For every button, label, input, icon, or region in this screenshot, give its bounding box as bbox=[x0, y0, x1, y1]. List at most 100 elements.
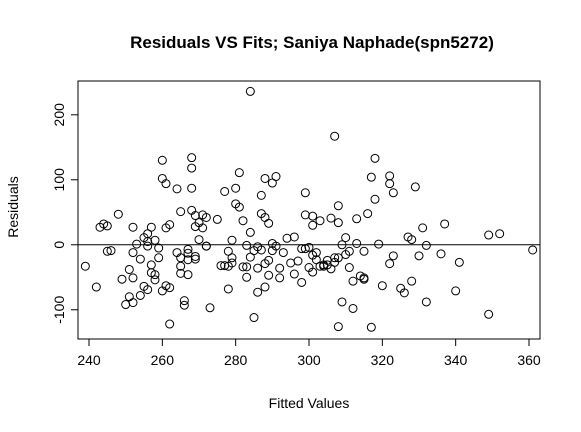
data-point bbox=[264, 270, 274, 280]
data-point bbox=[176, 268, 186, 278]
x-tick-label: 240 bbox=[77, 352, 101, 368]
data-point bbox=[330, 253, 340, 263]
x-tick-label: 360 bbox=[517, 352, 541, 368]
x-axis: 240 260 280 300 320 340 360 bbox=[77, 338, 541, 368]
y-axis: -100 0 100 200 bbox=[51, 103, 79, 324]
data-point bbox=[293, 256, 303, 266]
data-point bbox=[374, 239, 384, 249]
data-point bbox=[198, 223, 208, 233]
data-point bbox=[333, 218, 343, 228]
y-tick-label: 100 bbox=[51, 168, 67, 192]
data-point bbox=[333, 253, 343, 263]
data-point bbox=[348, 303, 358, 313]
data-point bbox=[385, 179, 395, 189]
x-tick-label: 300 bbox=[297, 352, 321, 368]
data-point bbox=[289, 232, 299, 242]
x-ticks: 240 260 280 300 320 340 360 bbox=[77, 339, 541, 368]
data-point bbox=[352, 214, 362, 224]
data-point bbox=[399, 288, 409, 298]
data-point bbox=[234, 202, 244, 212]
data-point bbox=[146, 260, 156, 270]
data-point bbox=[113, 209, 123, 219]
data-point bbox=[256, 245, 266, 255]
data-point bbox=[333, 201, 343, 211]
data-point bbox=[238, 216, 248, 226]
data-point bbox=[304, 242, 314, 252]
data-point bbox=[154, 243, 164, 253]
x-tick-label: 320 bbox=[371, 352, 395, 368]
data-point bbox=[190, 211, 200, 221]
data-point bbox=[385, 171, 395, 181]
plot-area bbox=[77, 80, 541, 340]
data-point bbox=[194, 235, 204, 245]
data-point bbox=[308, 267, 318, 277]
data-point bbox=[278, 248, 288, 258]
data-point bbox=[275, 273, 285, 283]
data-point bbox=[124, 292, 134, 302]
data-point bbox=[337, 240, 347, 250]
data-point bbox=[106, 246, 116, 256]
data-point bbox=[128, 248, 138, 258]
data-point bbox=[172, 184, 182, 194]
data-point bbox=[308, 211, 318, 221]
data-point bbox=[436, 249, 446, 259]
data-point bbox=[143, 237, 153, 247]
data-point bbox=[242, 240, 252, 250]
data-point bbox=[359, 274, 369, 284]
x-tick-label: 260 bbox=[151, 352, 175, 368]
data-point bbox=[135, 254, 145, 264]
y-tick-label: -100 bbox=[51, 296, 67, 324]
data-point bbox=[528, 245, 538, 255]
data-point bbox=[132, 239, 142, 249]
data-point bbox=[271, 241, 281, 251]
data-point bbox=[421, 297, 431, 307]
data-point bbox=[440, 219, 450, 229]
data-point bbox=[143, 285, 153, 295]
x-axis-label: Fitted Values bbox=[269, 395, 350, 411]
data-point bbox=[253, 263, 263, 273]
data-point bbox=[245, 86, 255, 96]
data-point bbox=[275, 263, 285, 273]
data-point bbox=[352, 238, 362, 248]
data-point bbox=[128, 222, 138, 232]
data-point bbox=[165, 319, 175, 329]
data-point bbox=[216, 261, 226, 271]
data-point bbox=[418, 223, 428, 233]
y-ticks: -100 0 100 200 bbox=[51, 103, 78, 324]
data-point bbox=[157, 155, 167, 165]
data-point bbox=[385, 259, 395, 269]
data-point bbox=[366, 322, 376, 332]
data-point bbox=[344, 246, 354, 256]
x-tick-label: 340 bbox=[444, 352, 468, 368]
data-point bbox=[154, 253, 164, 263]
data-point bbox=[359, 246, 369, 256]
data-point bbox=[297, 277, 307, 287]
data-point bbox=[484, 309, 494, 319]
data-point bbox=[300, 210, 310, 220]
data-point bbox=[190, 251, 200, 261]
data-point bbox=[187, 153, 197, 163]
data-point bbox=[212, 214, 222, 224]
data-point bbox=[117, 274, 127, 284]
data-point bbox=[315, 261, 325, 271]
data-point bbox=[201, 241, 211, 251]
data-point bbox=[227, 235, 237, 245]
data-point bbox=[102, 221, 112, 231]
data-point bbox=[410, 182, 420, 192]
data-point bbox=[128, 298, 138, 308]
data-point bbox=[407, 276, 417, 286]
data-point bbox=[300, 244, 310, 254]
data-point bbox=[135, 290, 145, 300]
data-point bbox=[121, 300, 131, 310]
y-tick-label: 200 bbox=[51, 103, 67, 127]
data-point bbox=[150, 235, 160, 245]
data-point bbox=[150, 275, 160, 285]
data-point bbox=[388, 188, 398, 198]
data-point bbox=[179, 300, 189, 310]
chart-title: Residuals VS Fits; Saniya Naphade(spn527… bbox=[130, 33, 494, 52]
data-point bbox=[223, 284, 233, 294]
data-point bbox=[341, 233, 351, 243]
data-point bbox=[348, 276, 358, 286]
data-point bbox=[253, 287, 263, 297]
data-point bbox=[377, 281, 387, 291]
